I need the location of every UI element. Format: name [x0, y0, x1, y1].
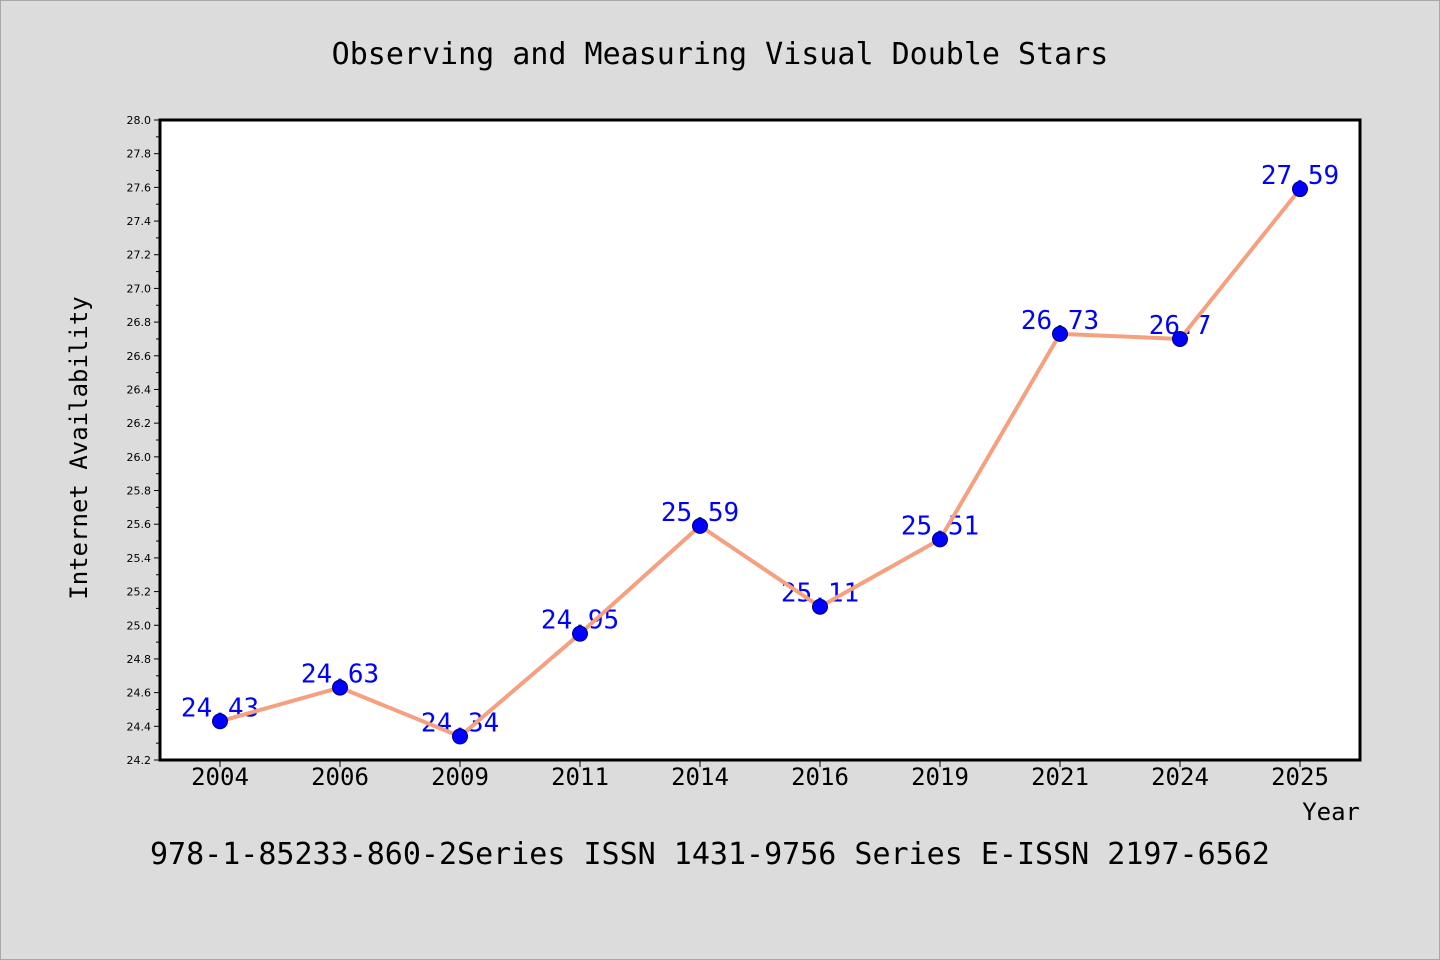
y-tick-label: 26.6: [127, 350, 152, 363]
x-tick-label: 2021: [1031, 763, 1089, 791]
data-point-marker: [332, 679, 348, 696]
x-tick-label: 2006: [311, 763, 369, 791]
x-axis-label: Year: [1302, 798, 1360, 826]
data-point-marker: [452, 728, 468, 745]
data-point-marker: [812, 598, 828, 615]
data-point-marker: [572, 625, 588, 642]
x-tick-label: 2004: [191, 763, 249, 791]
footnote: 978-1-85233-860-2Series ISSN 1431-9756 S…: [150, 837, 1270, 872]
plot-frame: [158, 118, 1362, 762]
y-axis: 24.2 24.4 24.6 24.8 25.0 25.2 25.4 25.6 25.8 26.0…: [127, 114, 160, 767]
y-tick-label: 24.6: [127, 687, 152, 700]
data-point-marker: [1172, 330, 1188, 347]
x-axis: 2004 2006 2009 2011 2014 2016 2019 2021 2024 2025: [191, 761, 1329, 791]
y-tick-label: 26.0: [127, 451, 152, 464]
y-tick-label: 28.0: [127, 114, 152, 127]
y-tick-label: 25.2: [127, 586, 152, 599]
x-tick-label: 2009: [431, 763, 489, 791]
y-tick-label: 25.6: [127, 518, 152, 531]
y-axis-label: Internet Availability: [65, 296, 93, 599]
y-tick-label: 26.2: [127, 417, 152, 430]
plot-area: [160, 120, 1360, 760]
x-tick-label: 2019: [911, 763, 969, 791]
data-point-marker: [1052, 325, 1068, 342]
x-tick-label: 2024: [1151, 763, 1209, 791]
y-tick-label: 25.8: [127, 485, 152, 498]
x-tick-label: 2016: [791, 763, 849, 791]
series-line: [218, 187, 1302, 739]
y-tick-label: 24.8: [127, 653, 152, 666]
y-tick-label: 27.0: [127, 282, 152, 295]
data-point-marker: [212, 713, 228, 730]
y-tick-label: 25.4: [127, 552, 152, 565]
x-tick-label: 2025: [1271, 763, 1329, 791]
x-tick-label: 2011: [551, 763, 609, 791]
y-tick-label: 24.2: [127, 754, 152, 767]
data-point-marker: [1292, 181, 1308, 198]
chart-title: Observing and Measuring Visual Double St…: [332, 37, 1109, 72]
y-tick-label: 27.4: [127, 215, 152, 228]
y-tick-label: 27.6: [127, 181, 152, 194]
x-tick-label: 2014: [671, 763, 729, 791]
y-tick-label: 25.0: [127, 619, 152, 632]
y-tick-label: 26.4: [127, 383, 152, 396]
data-point-marker: [692, 517, 708, 534]
data-point-marker: [932, 531, 948, 548]
y-tick-label: 27.8: [127, 148, 152, 161]
y-tick-label: 24.4: [127, 720, 152, 733]
series: [212, 181, 1308, 745]
y-tick-label: 26.8: [127, 316, 152, 329]
y-tick-label: 27.2: [127, 249, 152, 262]
